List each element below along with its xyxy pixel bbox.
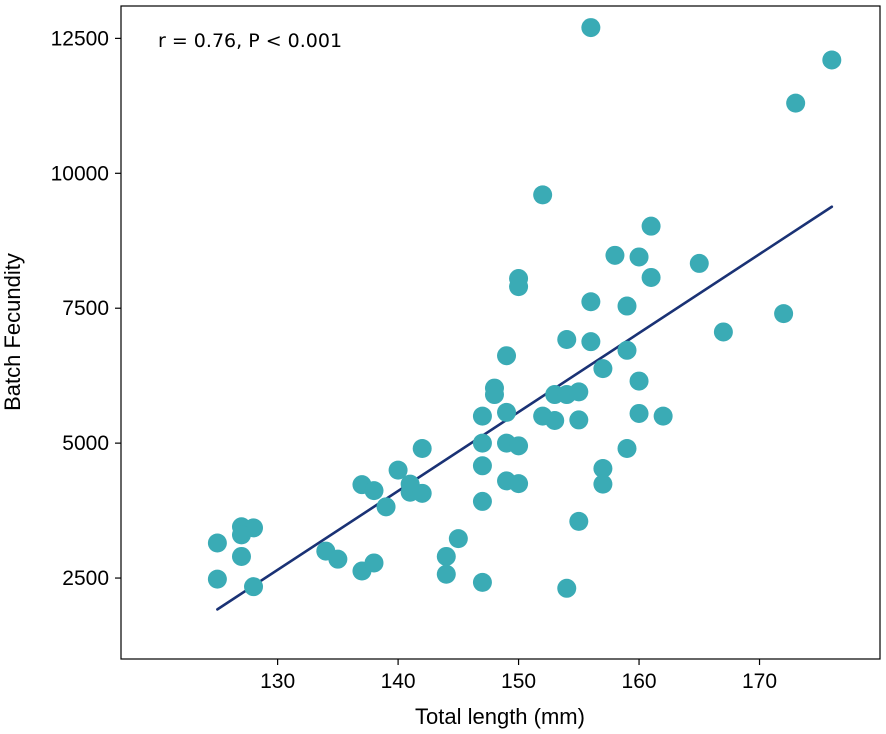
regression-line — [216, 205, 834, 611]
y-tick-label: 2500 — [62, 567, 109, 590]
data-point — [412, 439, 432, 459]
y-axis-title: Batch Fecundity — [0, 253, 25, 411]
data-point — [412, 483, 432, 503]
x-tick-label: 170 — [742, 670, 777, 693]
data-point — [231, 546, 251, 566]
data-point — [641, 267, 661, 287]
data-point — [328, 549, 348, 569]
data-point — [786, 93, 806, 113]
x-tick-label: 160 — [622, 670, 657, 693]
data-point — [653, 406, 673, 426]
data-point — [376, 497, 396, 517]
data-point — [617, 296, 637, 316]
data-point — [593, 474, 613, 494]
data-point — [244, 577, 264, 597]
data-points — [207, 18, 842, 598]
data-point — [581, 332, 601, 352]
data-point — [472, 491, 492, 511]
y-tick-label: 5000 — [62, 432, 109, 455]
x-tick-label: 140 — [381, 670, 416, 693]
data-point — [509, 277, 529, 297]
data-point — [448, 529, 468, 549]
x-axis: 130 140 150 160 170 — [260, 659, 777, 693]
data-point — [641, 216, 661, 236]
data-point — [364, 553, 384, 573]
data-point — [617, 439, 637, 459]
data-point — [593, 359, 613, 379]
data-point — [436, 546, 456, 566]
regression-line-group — [216, 205, 834, 611]
data-point — [472, 456, 492, 476]
data-point — [629, 403, 649, 423]
y-tick-label: 10000 — [51, 162, 109, 185]
data-point — [569, 410, 589, 430]
data-point — [472, 433, 492, 453]
data-point — [497, 346, 517, 366]
data-point — [617, 340, 637, 360]
chart-annotation: r = 0.76, P < 0.001 — [158, 30, 342, 52]
data-point — [593, 458, 613, 478]
data-point — [207, 569, 227, 589]
data-point — [689, 253, 709, 273]
y-tick-label: 12500 — [51, 27, 109, 50]
data-point — [822, 50, 842, 70]
y-axis: 2500 5000 7500 10000 12500 — [51, 27, 121, 590]
data-point — [509, 474, 529, 494]
data-point — [364, 481, 384, 501]
data-point — [388, 460, 408, 480]
x-tick-label: 130 — [260, 670, 295, 693]
data-point — [497, 402, 517, 422]
data-point — [569, 382, 589, 402]
data-point — [629, 247, 649, 267]
data-point — [557, 578, 577, 598]
data-point — [207, 533, 227, 553]
data-point — [605, 245, 625, 265]
data-point — [774, 304, 794, 324]
data-point — [472, 572, 492, 592]
data-point — [472, 406, 492, 426]
data-point — [629, 371, 649, 391]
data-point — [581, 292, 601, 312]
data-point — [509, 436, 529, 456]
data-point — [533, 185, 553, 205]
x-tick-label: 150 — [501, 670, 536, 693]
data-point — [713, 322, 733, 342]
y-tick-label: 7500 — [62, 297, 109, 320]
data-point — [231, 525, 251, 545]
data-point — [581, 18, 601, 38]
data-point — [557, 330, 577, 350]
data-point — [545, 410, 565, 430]
data-point — [484, 385, 504, 405]
x-axis-title: Total length (mm) — [415, 704, 585, 729]
data-point — [569, 511, 589, 531]
data-point — [436, 564, 456, 584]
